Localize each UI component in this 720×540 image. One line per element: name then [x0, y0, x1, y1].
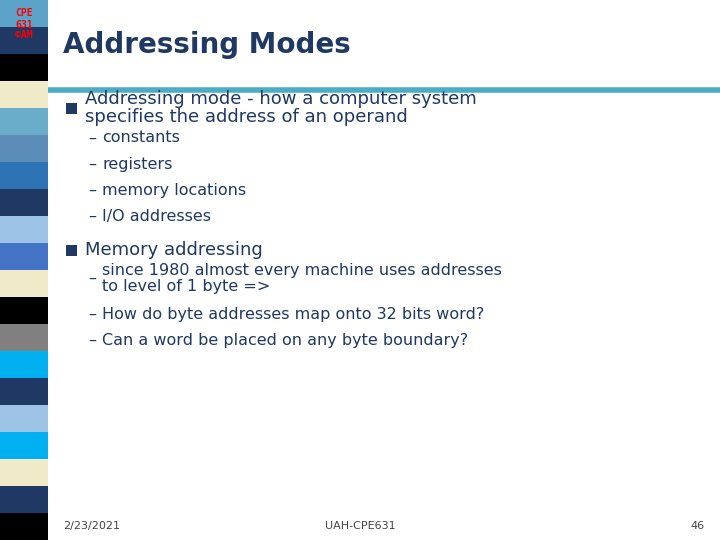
Text: I/O addresses: I/O addresses: [102, 208, 211, 224]
Bar: [0, 405, 48, 432]
Text: UAH-CPE631: UAH-CPE631: [325, 521, 395, 531]
Bar: [0, 513, 48, 540]
Text: –: –: [88, 131, 96, 145]
Bar: [0, 108, 48, 135]
Text: specifies the address of an operand: specifies the address of an operand: [85, 108, 408, 126]
Bar: [0, 459, 48, 486]
Text: 631: 631: [15, 19, 33, 30]
Bar: [0, 135, 48, 162]
Text: memory locations: memory locations: [102, 183, 246, 198]
Bar: [0, 81, 48, 108]
Bar: [0, 270, 48, 297]
Bar: [0, 351, 48, 378]
Text: –: –: [88, 307, 96, 321]
Bar: [0, 486, 48, 513]
Text: –: –: [88, 271, 96, 286]
Text: –: –: [88, 208, 96, 224]
Text: since 1980 almost every machine uses addresses: since 1980 almost every machine uses add…: [102, 262, 502, 278]
Bar: [66, 103, 77, 113]
Bar: [0, 0, 48, 27]
Bar: [66, 245, 77, 255]
Bar: [0, 27, 48, 54]
Bar: [0, 162, 48, 189]
Bar: [0, 54, 48, 81]
Text: –: –: [88, 333, 96, 348]
Text: 2/23/2021: 2/23/2021: [63, 521, 120, 531]
Text: 46: 46: [691, 521, 705, 531]
Text: –: –: [88, 157, 96, 172]
Text: CPE: CPE: [15, 9, 33, 18]
Bar: [0, 189, 48, 216]
Text: Addressing Modes: Addressing Modes: [63, 31, 351, 59]
Text: –: –: [88, 183, 96, 198]
Bar: [0, 378, 48, 405]
Bar: [0, 216, 48, 243]
Bar: [0, 243, 48, 270]
Text: constants: constants: [102, 131, 180, 145]
Text: Can a word be placed on any byte boundary?: Can a word be placed on any byte boundar…: [102, 333, 468, 348]
Bar: [0, 324, 48, 351]
Text: ©AM: ©AM: [15, 30, 33, 40]
Bar: [0, 297, 48, 324]
Text: Memory addressing: Memory addressing: [85, 241, 263, 259]
Text: registers: registers: [102, 157, 172, 172]
Text: to level of 1 byte =>: to level of 1 byte =>: [102, 279, 271, 294]
Text: Addressing mode - how a computer system: Addressing mode - how a computer system: [85, 90, 477, 108]
Bar: [0, 432, 48, 459]
Text: How do byte addresses map onto 32 bits word?: How do byte addresses map onto 32 bits w…: [102, 307, 485, 321]
